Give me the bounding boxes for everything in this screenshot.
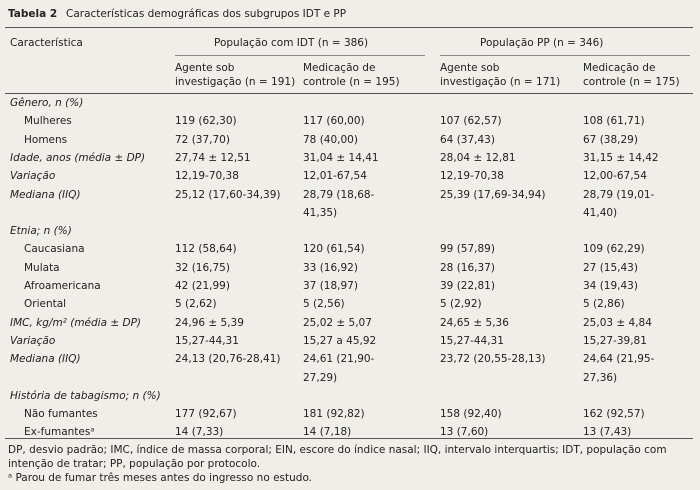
- row-label: Afroamericana: [24, 280, 101, 292]
- cell: 27 (15,43): [583, 261, 638, 274]
- group-header: População PP (n = 346): [480, 37, 604, 49]
- cell: 67 (38,29): [583, 133, 638, 146]
- cell: 13 (7,60): [440, 426, 489, 439]
- cell: 23,72 (20,55-28,13): [440, 353, 546, 366]
- cell: 42 (21,99): [175, 280, 230, 292]
- row-label: Oriental: [24, 298, 67, 311]
- cell: 12,01-67,54: [303, 170, 367, 183]
- cell: 5 (2,56): [303, 298, 345, 311]
- cell: 177 (92,67): [175, 408, 237, 421]
- cell: 28,79 (18,68-: [303, 188, 375, 201]
- cell: 24,13 (20,76-28,41): [175, 353, 281, 366]
- cell: 32 (16,75): [175, 261, 230, 274]
- cell: 41,40): [583, 206, 618, 219]
- cell: 31,15 ± 14,42: [583, 151, 659, 164]
- table-label: Tabela 2: [8, 8, 58, 20]
- rule: [5, 27, 693, 28]
- row-label: Mediana (IIQ): [10, 188, 81, 201]
- column-header: Medicação de: [583, 62, 656, 74]
- row-label: IMC, kg/m² (média ± DP): [10, 316, 142, 329]
- column-header: Agente sob: [175, 62, 235, 74]
- cell: 13 (7,43): [583, 426, 632, 439]
- cell: 24,65 ± 5,36: [440, 316, 509, 329]
- cell: 25,39 (17,69-34,94): [440, 188, 546, 201]
- section-label: História de tabagismo; n (%): [10, 389, 161, 402]
- cell: 25,03 ± 4,84: [583, 316, 652, 329]
- cell: 25,02 ± 5,07: [303, 316, 372, 329]
- rule: [440, 55, 690, 56]
- cell: 107 (62,57): [440, 115, 502, 128]
- row-label: Mediana (IIQ): [10, 353, 81, 366]
- cell: 27,29): [303, 371, 338, 384]
- table-title: Características demográficas dos subgrup…: [66, 8, 347, 20]
- cell: 64 (37,43): [440, 133, 495, 146]
- group-header: População com IDT (n = 386): [214, 37, 369, 49]
- cell: 33 (16,92): [303, 261, 358, 274]
- row-label: Ex-fumantesᵃ: [24, 426, 95, 439]
- cell: 72 (37,70): [175, 133, 230, 146]
- cell: 5 (2,92): [440, 298, 482, 311]
- cell: 31,04 ± 14,41: [303, 151, 379, 164]
- cell: 162 (92,57): [583, 408, 645, 421]
- row-label: Mulheres: [24, 115, 72, 128]
- cell: 5 (2,62): [175, 298, 217, 311]
- cell: 112 (58,64): [175, 243, 237, 256]
- cell: 15,27-44,31: [440, 334, 504, 347]
- column-header: Medicação de: [303, 62, 376, 74]
- cell: 39 (22,81): [440, 280, 495, 292]
- cell: 12,19-70,38: [175, 170, 239, 183]
- cell: 24,61 (21,90-: [303, 353, 375, 366]
- rule: [5, 438, 693, 439]
- section-label: Gênero, n (%): [10, 97, 84, 109]
- row-label: Não fumantes: [24, 408, 98, 421]
- row-label: Homens: [24, 133, 68, 146]
- row-label: Variação: [10, 334, 56, 347]
- cell: 24,64 (21,95-: [583, 353, 655, 366]
- row-label: Idade, anos (média ± DP): [10, 151, 146, 164]
- column-header: Agente sob: [440, 62, 500, 74]
- cell: 181 (92,82): [303, 408, 365, 421]
- cell: 14 (7,18): [303, 426, 352, 439]
- header-cell: Característica: [10, 37, 83, 49]
- section-label: Etnia; n (%): [10, 225, 72, 238]
- column-header: investigação (n = 191): [175, 76, 296, 88]
- cell: 108 (61,71): [583, 115, 645, 128]
- cell: 78 (40,00): [303, 133, 358, 146]
- cell: 41,35): [303, 206, 338, 219]
- cell: 27,74 ± 12,51: [175, 151, 251, 164]
- cell: 12,00-67,54: [583, 170, 647, 183]
- cell: 34 (19,43): [583, 280, 638, 292]
- column-header: controle (n = 195): [303, 76, 400, 88]
- cell: 5 (2,86): [583, 298, 625, 311]
- cell: 28 (16,37): [440, 261, 495, 274]
- cell: 25,12 (17,60-34,39): [175, 188, 281, 201]
- cell: 28,04 ± 12,81: [440, 151, 516, 164]
- cell: 119 (62,30): [175, 115, 237, 128]
- row-label: Variação: [10, 170, 56, 183]
- cell: 24,96 ± 5,39: [175, 316, 244, 329]
- cell: 12,19-70,38: [440, 170, 504, 183]
- row-label: Caucasiana: [24, 243, 85, 256]
- row-label: Mulata: [24, 261, 60, 274]
- cell: 158 (92,40): [440, 408, 502, 421]
- cell: 15,27-39,81: [583, 334, 647, 347]
- cell: 15,27 a 45,92: [303, 334, 377, 347]
- cell: 15,27-44,31: [175, 334, 239, 347]
- cell: 28,79 (19,01-: [583, 188, 655, 201]
- cell: 117 (60,00): [303, 115, 365, 128]
- footnote: DP, desvio padrão; IMC, índice de massa …: [8, 444, 667, 470]
- column-header: investigação (n = 171): [440, 76, 561, 88]
- cell: 27,36): [583, 371, 618, 384]
- rule: [175, 55, 425, 56]
- rule: [5, 93, 693, 94]
- cell: 14 (7,33): [175, 426, 224, 439]
- footnote: ᵃ Parou de fumar três meses antes do ing…: [8, 472, 313, 484]
- cell: 120 (61,54): [303, 243, 365, 256]
- cell: 99 (57,89): [440, 243, 495, 256]
- cell: 109 (62,29): [583, 243, 645, 256]
- column-header: controle (n = 175): [583, 76, 680, 88]
- cell: 37 (18,97): [303, 280, 358, 292]
